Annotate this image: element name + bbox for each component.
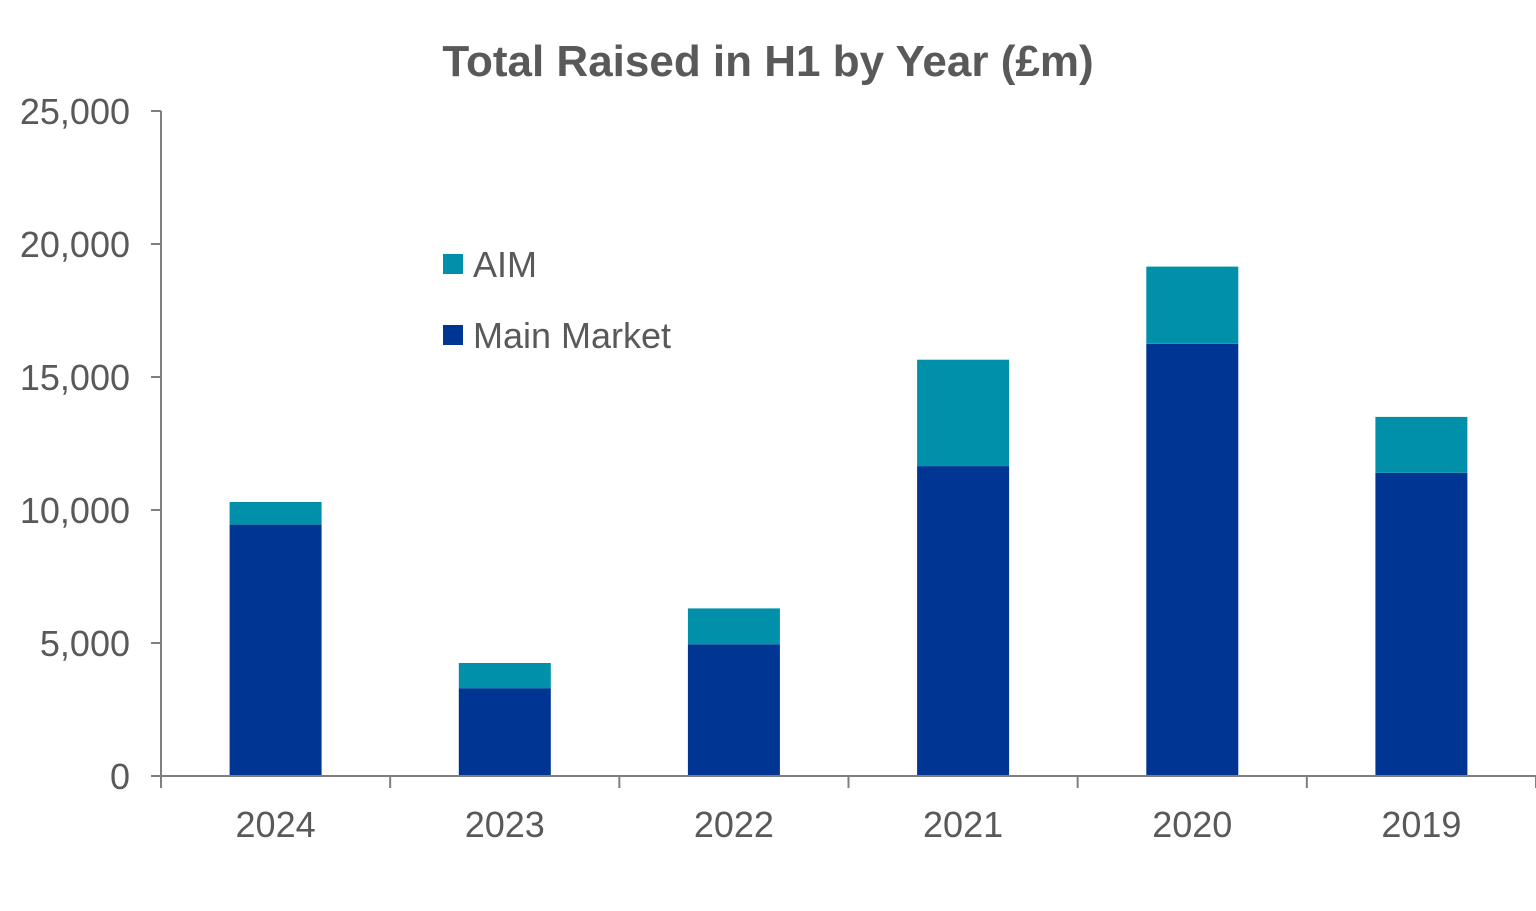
legend-swatch-main-market — [443, 325, 463, 345]
bar-main-market-2020 — [1146, 343, 1239, 777]
bar-main-market-2024 — [229, 524, 322, 776]
bar-main-market-2021 — [917, 466, 1010, 776]
bar-main-market-2022 — [687, 644, 780, 776]
axes: 0 5,000 10,000 15,000 20,000 25,000 2024 2023 20… — [20, 91, 1536, 845]
bar-aim-2020 — [1146, 266, 1239, 344]
x-tick-label-2021: 2021 — [923, 804, 1003, 845]
y-tick-label-15000: 15,000 — [20, 357, 130, 398]
bar-aim-2022 — [687, 608, 780, 645]
y-tick-label-0: 0 — [110, 756, 130, 797]
x-tick-label-2024: 2024 — [236, 804, 316, 845]
chart-title: Total Raised in H1 by Year (£m) — [442, 37, 1093, 86]
legend-label-aim: AIM — [473, 244, 537, 285]
x-tick-label-2019: 2019 — [1381, 804, 1461, 845]
legend-swatch-aim — [443, 254, 463, 274]
legend-label-main-market: Main Market — [473, 315, 671, 356]
legend: AIM Main Market — [443, 244, 671, 356]
bar-main-market-2019 — [1375, 472, 1468, 776]
y-tick-label-25000: 25,000 — [20, 91, 130, 132]
bar-aim-2024 — [229, 502, 322, 525]
y-tick-label-20000: 20,000 — [20, 224, 130, 265]
bar-aim-2019 — [1375, 416, 1468, 473]
bar-main-market-2023 — [458, 688, 551, 776]
bar-aim-2021 — [917, 359, 1010, 467]
bar-aim-2023 — [458, 663, 551, 689]
x-tick-label-2022: 2022 — [694, 804, 774, 845]
x-tick-label-2020: 2020 — [1152, 804, 1232, 845]
y-tick-label-10000: 10,000 — [20, 490, 130, 531]
x-tick-label-2023: 2023 — [465, 804, 545, 845]
y-tick-label-5000: 5,000 — [40, 623, 130, 664]
plot-area — [229, 266, 1468, 777]
